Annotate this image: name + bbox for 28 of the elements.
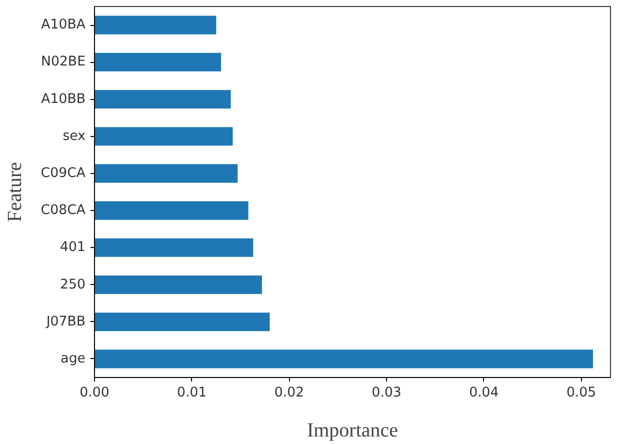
x-tick-label: 0.03: [372, 386, 402, 400]
y-tick-label: age: [60, 351, 86, 366]
y-tick-label: A10BA: [41, 18, 86, 33]
y-tick-label: C08CA: [40, 203, 86, 218]
y-tick-label: J07BB: [45, 314, 86, 330]
x-axis-title: Importance: [306, 420, 398, 442]
x-tick-label: 0.04: [469, 386, 499, 400]
y-tick-label: C09CA: [40, 166, 86, 181]
y-tick-label: A10BB: [41, 92, 86, 107]
bar: [94, 90, 231, 109]
bar: [94, 16, 216, 34]
x-tick-label: 0.05: [566, 386, 596, 400]
y-axis-title: Feature: [4, 162, 26, 222]
bar: [94, 275, 262, 294]
y-tick-label: 401: [60, 240, 86, 256]
x-tick-label: 0.00: [80, 386, 110, 400]
bar: [94, 201, 248, 220]
x-tick-label: 0.02: [274, 386, 304, 400]
bar: [94, 127, 233, 146]
bar: [94, 350, 593, 368]
x-tick-label: 0.01: [177, 386, 207, 400]
y-tick-label: 250: [60, 277, 86, 292]
bar: [94, 52, 222, 72]
y-tick-label: N02BE: [41, 54, 86, 70]
bar: [94, 312, 270, 332]
bar: [94, 164, 238, 183]
bar: [94, 238, 254, 257]
y-tick-label: sex: [62, 128, 86, 144]
